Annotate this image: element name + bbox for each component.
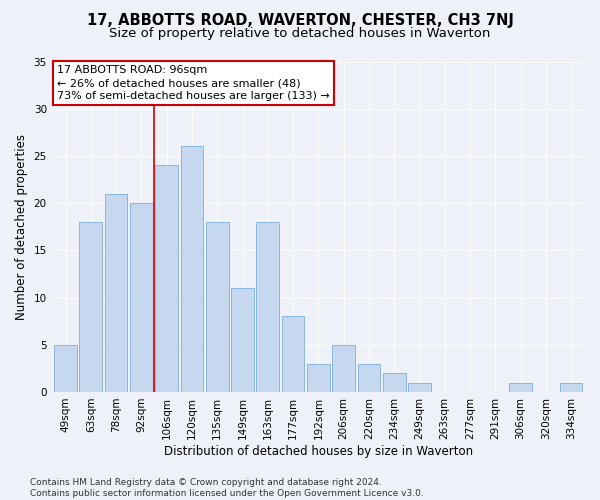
Bar	[155, 166, 178, 392]
Bar	[509, 382, 532, 392]
Bar	[105, 194, 127, 392]
Bar	[79, 222, 102, 392]
Bar	[54, 345, 77, 392]
Bar	[307, 364, 330, 392]
Bar	[231, 288, 254, 392]
Bar	[358, 364, 380, 392]
Bar	[560, 382, 583, 392]
Y-axis label: Number of detached properties: Number of detached properties	[15, 134, 28, 320]
Text: 17 ABBOTTS ROAD: 96sqm
← 26% of detached houses are smaller (48)
73% of semi-det: 17 ABBOTTS ROAD: 96sqm ← 26% of detached…	[57, 65, 330, 101]
Bar	[408, 382, 431, 392]
Bar	[332, 345, 355, 392]
Bar	[206, 222, 229, 392]
Bar	[181, 146, 203, 392]
Bar	[130, 203, 153, 392]
Text: Size of property relative to detached houses in Waverton: Size of property relative to detached ho…	[109, 28, 491, 40]
Bar	[256, 222, 279, 392]
X-axis label: Distribution of detached houses by size in Waverton: Distribution of detached houses by size …	[164, 444, 473, 458]
Bar	[383, 373, 406, 392]
Text: Contains HM Land Registry data © Crown copyright and database right 2024.
Contai: Contains HM Land Registry data © Crown c…	[30, 478, 424, 498]
Text: 17, ABBOTTS ROAD, WAVERTON, CHESTER, CH3 7NJ: 17, ABBOTTS ROAD, WAVERTON, CHESTER, CH3…	[86, 12, 514, 28]
Bar	[281, 316, 304, 392]
